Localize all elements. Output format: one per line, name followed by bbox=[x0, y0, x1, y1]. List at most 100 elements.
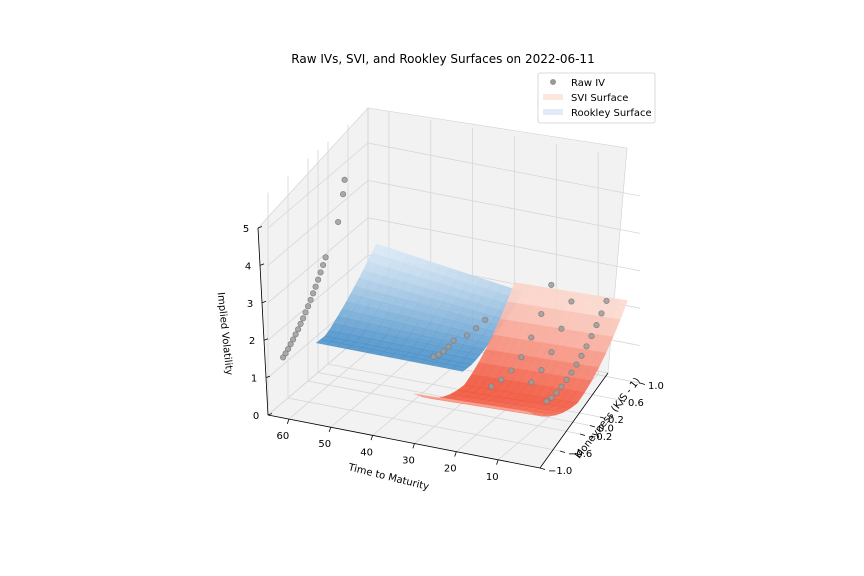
raw-iv-point bbox=[292, 331, 299, 338]
z-tick-mark bbox=[263, 338, 269, 341]
legend-swatch-rookley bbox=[543, 109, 563, 115]
raw-iv-point bbox=[498, 376, 505, 383]
raw-iv-point bbox=[307, 296, 314, 303]
raw-iv-point bbox=[548, 394, 555, 401]
raw-iv-point bbox=[285, 345, 292, 353]
x-tick-mark bbox=[454, 451, 457, 457]
raw-iv-point bbox=[473, 325, 480, 332]
z-tick-mark bbox=[259, 263, 265, 266]
raw-iv-point bbox=[563, 376, 570, 383]
legend-label-raw-iv: Raw IV bbox=[571, 78, 605, 89]
y-tick-label: 0.2 bbox=[608, 415, 624, 426]
raw-iv-point bbox=[290, 336, 297, 343]
raw-iv-point bbox=[538, 367, 545, 374]
z-axis-label: Implied Volatility bbox=[215, 292, 235, 376]
raw-iv-point bbox=[553, 389, 560, 396]
z-tick-label: 1 bbox=[251, 374, 257, 385]
y-tick-mark bbox=[579, 433, 586, 436]
raw-iv-point bbox=[583, 343, 590, 350]
z-tick-mark bbox=[261, 300, 267, 304]
x-tick-label: 20 bbox=[444, 464, 457, 475]
raw-iv-point bbox=[430, 353, 437, 360]
raw-iv-point bbox=[450, 337, 457, 344]
raw-iv-point bbox=[548, 281, 555, 288]
x-axis-line bbox=[267, 414, 541, 469]
z-tick-label: 5 bbox=[243, 224, 249, 235]
chart-title: Raw IVs, SVI, and Rookley Surfaces on 20… bbox=[291, 52, 594, 66]
raw-iv-point bbox=[588, 333, 595, 340]
raw-iv-point bbox=[593, 322, 600, 329]
x-tick-mark bbox=[328, 427, 332, 433]
y-tick-label: −0.6 bbox=[568, 449, 592, 460]
z-tick-label: 2 bbox=[249, 336, 255, 347]
raw-iv-point bbox=[320, 261, 327, 269]
grid-line-z bbox=[267, 179, 641, 266]
raw-iv-point bbox=[295, 326, 302, 333]
y-tick-label: 0.0 bbox=[598, 424, 614, 435]
raw-iv-points bbox=[280, 176, 610, 405]
z-tick-label: 4 bbox=[245, 261, 251, 272]
legend-swatch-svi bbox=[543, 94, 563, 100]
legend-frame bbox=[537, 72, 656, 124]
raw-iv-point bbox=[543, 398, 550, 405]
raw-iv-point bbox=[528, 334, 535, 341]
raw-iv-point bbox=[538, 310, 545, 318]
raw-iv-point bbox=[518, 354, 525, 361]
z-tick-label: 3 bbox=[247, 299, 253, 310]
tick-group: 10 20 30 40 50 60 −1.0 −0.6 −0.20.00.2 0.6 1.0 0 1 2 3… bbox=[243, 224, 664, 483]
y-tick-mark bbox=[639, 382, 646, 385]
y-tick-label: 1.0 bbox=[648, 381, 664, 392]
raw-iv-point bbox=[315, 276, 322, 283]
raw-iv-point bbox=[558, 383, 565, 390]
y-tick-mark bbox=[559, 450, 566, 453]
raw-iv-point bbox=[578, 352, 585, 359]
grid-line-z bbox=[267, 142, 641, 229]
raw-iv-point bbox=[548, 349, 555, 356]
raw-iv-point bbox=[312, 283, 319, 290]
y-tick-mark bbox=[599, 416, 606, 419]
x-tick-label: 60 bbox=[277, 431, 290, 442]
raw-iv-point bbox=[488, 383, 495, 390]
raw-iv-point bbox=[482, 316, 489, 323]
raw-iv-point bbox=[573, 361, 580, 368]
y-tick-mark bbox=[589, 425, 596, 428]
y-tick-mark bbox=[619, 399, 626, 402]
raw-iv-point bbox=[528, 379, 535, 386]
raw-iv-point bbox=[287, 341, 294, 348]
raw-iv-point bbox=[463, 332, 470, 339]
z-tick-mark bbox=[267, 413, 273, 416]
legend-label-rookley: Rookley Surface bbox=[571, 108, 652, 119]
x-tick-mark bbox=[496, 459, 499, 465]
z-axis-line bbox=[257, 227, 269, 416]
x-tick-label: 50 bbox=[318, 439, 331, 450]
y-axis-line bbox=[539, 372, 609, 469]
raw-iv-point bbox=[568, 298, 575, 305]
x-tick-mark bbox=[412, 443, 415, 449]
legend-swatch-raw-iv bbox=[550, 79, 556, 85]
y-tick-mark bbox=[539, 467, 546, 470]
x-tick-label: 10 bbox=[486, 472, 499, 483]
legend: Raw IV SVI Surface Rookley Surface bbox=[537, 72, 656, 124]
raw-iv-point bbox=[341, 176, 348, 183]
raw-iv-point bbox=[568, 369, 575, 376]
svi-surface-patch bbox=[611, 299, 628, 320]
x-tick-mark bbox=[286, 418, 290, 425]
raw-iv-point bbox=[310, 290, 317, 297]
grid-line-z bbox=[267, 217, 641, 304]
raw-iv-point bbox=[322, 254, 329, 261]
raw-iv-point bbox=[445, 343, 452, 350]
x-tick-label: 40 bbox=[360, 447, 373, 458]
raw-iv-point bbox=[335, 218, 342, 226]
raw-iv-point bbox=[598, 310, 605, 317]
z-tick-mark bbox=[257, 226, 263, 229]
raw-iv-point bbox=[435, 351, 442, 358]
x-axis-label: Time to Maturity bbox=[346, 462, 430, 493]
legend-label-svi: SVI Surface bbox=[571, 93, 628, 104]
raw-iv-point bbox=[317, 269, 324, 276]
x-tick-mark bbox=[370, 435, 373, 441]
raw-iv-point bbox=[340, 191, 347, 198]
raw-iv-point bbox=[302, 309, 309, 316]
y-tick-label: −0.2 bbox=[588, 432, 612, 443]
raw-iv-point bbox=[300, 315, 307, 322]
